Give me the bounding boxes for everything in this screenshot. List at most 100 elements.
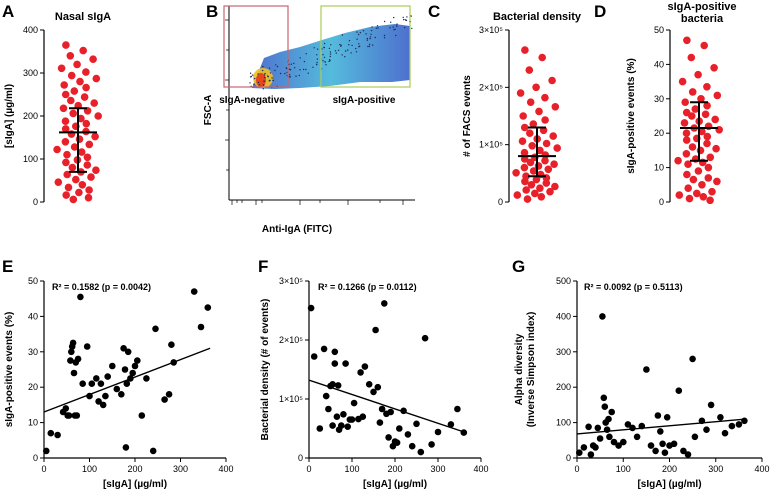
data-point-C [520,148,529,157]
flow-event-dot [258,84,260,86]
data-point-G [728,422,736,430]
data-point-G [721,429,729,437]
data-point-G [605,415,612,423]
flow-event-dot [376,25,379,27]
flow-event-dot [369,38,371,40]
data-point-F [344,423,352,431]
flow-event-dot [329,59,331,61]
flow-event-dot [340,44,342,46]
flow-event-dot [395,34,397,37]
flow-event-dot [286,67,288,70]
flow-event-dot [295,75,297,77]
flow-event-dot [263,80,265,83]
data-point-E [69,339,77,347]
flow-event-dot [322,60,324,62]
flow-event-dot [316,54,318,56]
data-point-F [393,439,401,447]
data-point-E [65,412,73,419]
data-point-G [670,440,678,448]
data-point-G [615,442,622,449]
y-tick-label-D: 0 [659,197,664,207]
data-point-E [168,341,175,349]
panel-letter-b: B [206,2,218,21]
data-point-C [527,181,536,189]
data-point-F [329,381,336,388]
data-point-C [544,165,553,174]
data-point-E [121,366,129,373]
flow-event-dot [249,76,252,78]
flow-event-dot [358,43,360,45]
data-point-A [78,181,87,189]
flow-event-dot [383,34,386,37]
x-tick-label-E: 400 [218,464,233,474]
data-point-D [713,91,722,100]
x-tick-label-E: 0 [41,464,46,474]
data-point-C [551,103,560,111]
data-point-C [520,163,529,172]
data-point-D [697,95,705,103]
data-point-E [152,325,159,333]
data-point-F [447,421,455,428]
y-tick-label-A: 200 [23,111,38,121]
y-tick-label-D: 20 [654,128,664,138]
data-point-A [69,195,78,204]
y-tick-label-C: 1×10⁵ [479,140,503,150]
flow-event-dot [276,65,279,68]
flow-event-dot [358,46,360,48]
data-point-G [684,451,692,458]
flow-event-dot [335,52,337,54]
data-point-G [654,412,662,419]
data-point-C [513,191,522,199]
data-point-A [70,87,79,95]
data-point-C [532,175,541,184]
flow-event-dot [390,21,392,23]
data-point-D [712,144,720,153]
x-tick-label-E: 300 [173,464,188,474]
flow-cytometry-plot: sIgA-negative sIgA-positive FSC-A Anti-I… [203,5,415,235]
data-point-C [542,179,551,187]
data-point-D [693,189,701,198]
data-point-D [683,170,691,179]
flow-event-dot [302,68,305,71]
flow-event-dot [289,74,291,76]
data-point-A [63,150,71,159]
data-point-E [77,293,84,301]
flow-event-dot [341,54,343,56]
data-point-G [633,433,641,441]
data-point-D [689,175,698,184]
flow-x-axis-label: Anti-IgA (FITC) [262,224,332,235]
flow-event-dot [393,29,395,31]
data-point-A [70,143,79,151]
annotation-E: R² = 0.1582 (p = 0.0042) [52,282,151,292]
flow-event-dot [323,42,326,45]
data-point-F [421,334,429,342]
flow-event-dot [249,82,251,84]
data-point-E [138,412,146,419]
data-point-G [717,414,724,421]
y-tick-label-D: 40 [654,59,664,69]
flow-event-dot [356,31,358,33]
data-point-F [376,419,384,426]
y-tick-label-A: 400 [23,25,38,35]
x-tick-label-E: 100 [82,464,97,474]
data-point-G [600,394,608,402]
y-axis-label-A: [sIgA] (µg/ml) [4,84,15,148]
x-axis-label-E: [sIgA] (µg/ml) [103,479,167,490]
data-point-D [675,191,684,199]
data-point-D [682,129,691,137]
panel-letter-c: C [428,2,440,21]
data-point-F [310,353,318,360]
flow-event-dot [303,60,306,63]
data-point-F [342,360,349,367]
data-point-E [43,447,50,455]
data-point-D [703,132,712,141]
data-point-G [680,447,687,455]
data-point-A [61,90,70,99]
flow-event-dot [267,76,269,78]
data-point-G [606,433,613,441]
flow-event-dot [392,26,394,28]
flow-event-dot [253,83,255,86]
data-point-C [537,193,546,201]
data-point-F [372,326,379,334]
